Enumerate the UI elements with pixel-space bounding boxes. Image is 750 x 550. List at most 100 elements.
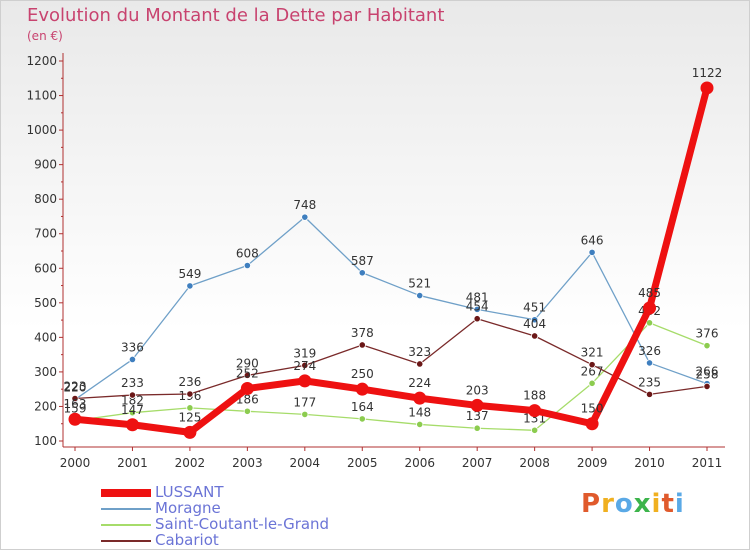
data-point-saint-coutant-le-grand	[531, 426, 539, 434]
data-point-lussant	[240, 381, 254, 395]
data-point-saint-coutant-le-grand	[301, 410, 309, 418]
data-point-moragne	[588, 248, 596, 256]
data-point-cabariot	[358, 341, 366, 349]
legend-label: Saint-Coutant-le-Grand	[155, 515, 330, 533]
data-point-cabariot	[186, 390, 194, 398]
data-point-cabariot	[473, 315, 481, 323]
data-label-saint-coutant-le-grand: 376	[696, 327, 719, 341]
x-tick-label: 2005	[347, 456, 378, 470]
y-tick-label: 800	[34, 192, 57, 206]
chart-unit: (en €)	[27, 29, 63, 43]
data-label-lussant: 203	[466, 383, 489, 397]
x-tick-label: 2007	[462, 456, 493, 470]
data-label-saint-coutant-le-grand: 182	[121, 394, 144, 408]
data-point-cabariot	[703, 382, 711, 391]
data-label-lussant: 188	[523, 389, 546, 403]
logo-letter: P	[581, 489, 602, 519]
data-point-lussant	[700, 81, 714, 95]
data-label-cabariot: 321	[581, 346, 604, 360]
data-point-saint-coutant-le-grand	[645, 319, 654, 327]
data-label-saint-coutant-le-grand: 148	[408, 405, 431, 419]
series-line-lussant	[74, 87, 711, 436]
data-point-saint-coutant-le-grand	[473, 424, 481, 432]
y-tick-label: 900	[34, 158, 57, 172]
data-label-cabariot: 290	[236, 356, 259, 370]
legend-label: LUSSANT	[155, 483, 224, 501]
data-label-lussant: 485	[638, 286, 661, 300]
data-label-lussant: 250	[351, 367, 374, 381]
data-label-saint-coutant-le-grand: 164	[351, 400, 374, 414]
data-label-cabariot: 404	[523, 317, 546, 331]
logo-letter: i	[651, 489, 662, 519]
x-tick-label: 2002	[175, 456, 206, 470]
logo-letter: r	[601, 489, 615, 519]
data-point-moragne	[186, 282, 194, 290]
data-point-lussant	[183, 425, 197, 439]
data-label-lussant: 150	[581, 402, 604, 416]
legend-swatch	[101, 508, 151, 510]
x-tick-label: 2010	[634, 456, 665, 470]
series-line-cabariot	[74, 318, 708, 400]
data-label-moragne: 266	[696, 365, 719, 379]
data-point-saint-coutant-le-grand	[128, 409, 137, 417]
data-label-moragne: 549	[178, 267, 201, 281]
y-tick-label: 100	[34, 434, 57, 448]
data-label-moragne: 220	[64, 381, 87, 395]
data-label-cabariot: 233	[121, 376, 144, 390]
data-label-cabariot: 319	[293, 346, 316, 360]
data-label-moragne: 336	[121, 340, 144, 354]
data-point-cabariot	[243, 371, 251, 379]
x-tick-label: 2006	[404, 456, 435, 470]
data-label-cabariot: 236	[178, 375, 201, 389]
data-point-cabariot	[531, 332, 539, 340]
data-point-cabariot	[645, 390, 654, 398]
data-label-moragne: 748	[293, 198, 316, 212]
data-point-moragne	[358, 269, 366, 277]
data-point-saint-coutant-le-grand	[703, 342, 711, 350]
data-label-lussant: 252	[236, 366, 259, 380]
data-point-moragne	[645, 359, 654, 367]
data-point-moragne	[416, 291, 424, 300]
y-tick-label: 1000	[26, 123, 57, 137]
data-point-lussant	[470, 398, 484, 412]
data-label-cabariot: 454	[466, 300, 489, 314]
data-label-moragne: 587	[351, 254, 374, 268]
data-point-moragne	[128, 355, 137, 364]
y-tick-label: 600	[34, 261, 57, 275]
x-tick-label: 2004	[290, 456, 321, 470]
data-point-lussant	[413, 391, 427, 405]
data-point-saint-coutant-le-grand	[588, 379, 596, 387]
data-point-lussant	[528, 404, 542, 418]
data-label-moragne: 521	[408, 277, 431, 291]
data-label-lussant: 147	[121, 403, 144, 417]
legend-swatch	[101, 540, 151, 542]
data-point-saint-coutant-le-grand	[243, 407, 251, 415]
data-label-cabariot: 223	[64, 380, 87, 394]
data-point-cabariot	[588, 361, 596, 369]
data-label-saint-coutant-le-grand: 159	[64, 402, 87, 416]
data-label-lussant: 163	[64, 397, 87, 411]
data-label-cabariot: 235	[638, 375, 661, 389]
data-point-lussant	[125, 418, 139, 432]
y-tick-label: 700	[34, 227, 57, 241]
data-point-lussant	[643, 301, 657, 315]
x-tick-label: 2001	[117, 456, 148, 470]
data-point-saint-coutant-le-grand	[416, 420, 424, 429]
x-tick-label: 2008	[519, 456, 550, 470]
data-label-lussant: 274	[293, 359, 316, 373]
series-line-saint-coutant-le-grand	[74, 322, 708, 431]
data-point-cabariot	[71, 394, 79, 403]
data-label-lussant: 224	[408, 376, 431, 390]
logo-letter: o	[614, 489, 634, 519]
data-point-lussant	[585, 417, 599, 431]
legend-label: Cabariot	[155, 531, 219, 549]
data-point-lussant	[68, 412, 82, 426]
legend-swatch	[101, 524, 151, 526]
data-label-moragne: 451	[523, 301, 546, 315]
y-tick-label: 400	[34, 330, 57, 344]
data-label-cabariot: 378	[351, 326, 374, 340]
y-tick-label: 1100	[26, 89, 57, 103]
data-label-moragne: 646	[581, 233, 604, 247]
